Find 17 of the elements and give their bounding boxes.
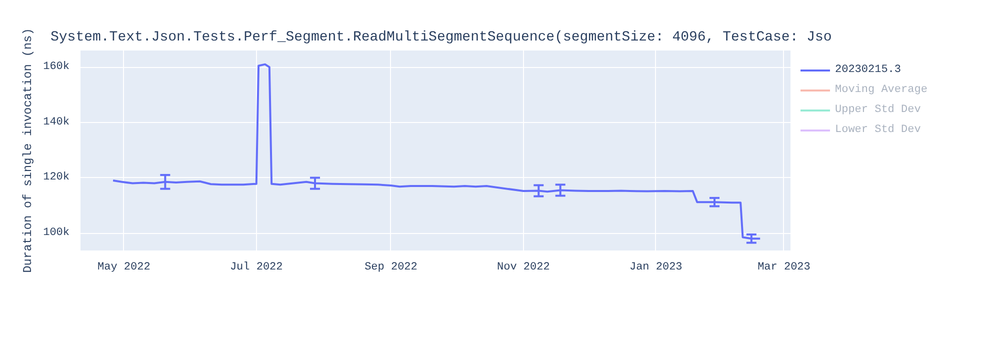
legend-label: Upper Std Dev	[835, 104, 921, 116]
y-tick-label: 140k	[43, 116, 70, 128]
x-tick-label: Jul 2022	[230, 262, 283, 274]
chart-title: System.Text.Json.Tests.Perf_Segment.ReadMultiSegmentSequence(segmentSize: 4096, TestCase: Jso	[50, 30, 832, 46]
legend-label: Lower Std Dev	[835, 124, 921, 136]
y-axis-title: Duration of single invocation (ns)	[21, 28, 36, 273]
x-tick-label: Jan 2023	[629, 262, 682, 274]
legend-label: 20230215.3	[835, 64, 902, 76]
x-tick-label: Sep 2022	[364, 262, 418, 274]
y-tick-label: 160k	[43, 61, 70, 74]
y-tick-label: 100k	[43, 227, 70, 240]
legend-label: Moving Average	[835, 84, 928, 96]
x-tick-label: May 2022	[98, 262, 150, 274]
x-tick-label: Nov 2022	[497, 262, 550, 274]
x-tick-label: Mar 2023	[758, 262, 810, 274]
y-tick-label: 120k	[43, 172, 70, 184]
line-series	[112, 63, 762, 240]
